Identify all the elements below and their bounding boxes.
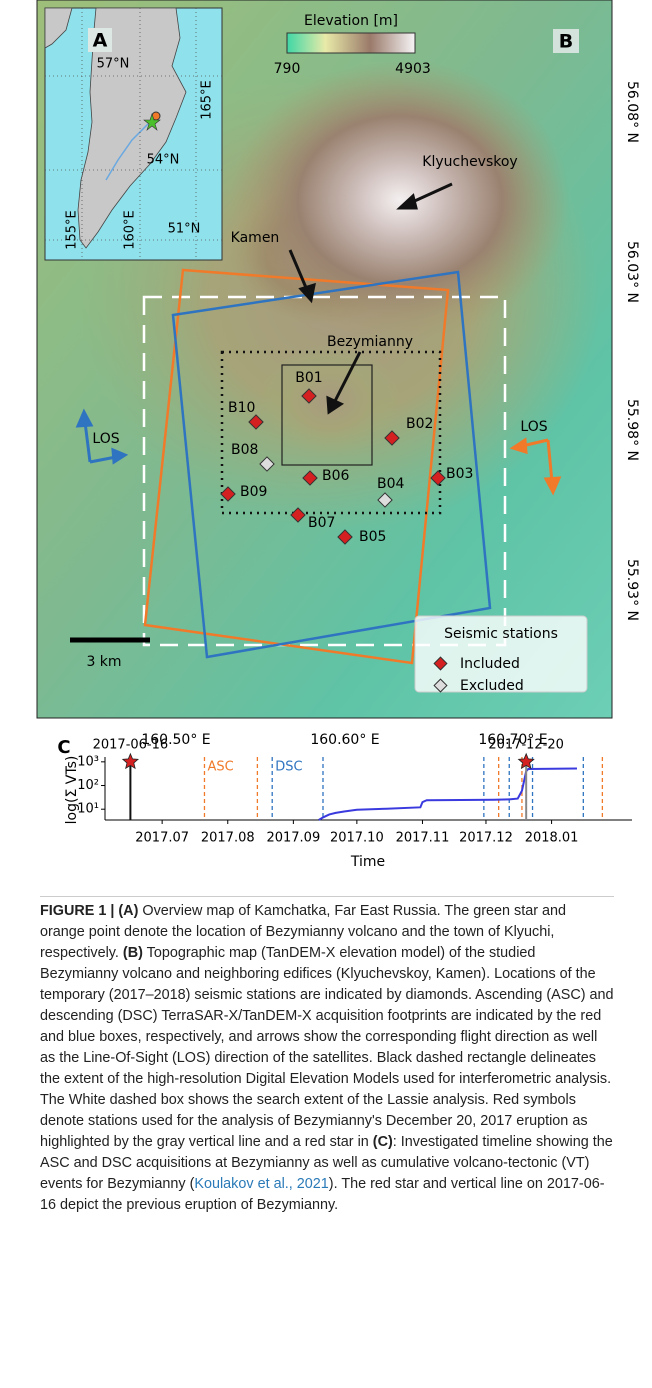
inset-lat-label: 51°N: [168, 222, 201, 237]
caption-link[interactable]: Koulakov et al., 2021: [194, 1176, 328, 1192]
caption-plain: Topographic map (TanDEM-X elevation mode…: [40, 945, 614, 1150]
x-axis-label: Time: [350, 854, 385, 870]
colorbar-max: 4903: [395, 61, 431, 77]
station-label: B09: [240, 484, 267, 500]
lat-tick-label: 55.98° N: [624, 399, 640, 461]
lon-tick-label: 160.60° E: [310, 732, 379, 748]
y-tick-label: 10²: [77, 778, 99, 793]
acquisition-label: ASC: [207, 760, 233, 775]
lat-tick-label: 56.03° N: [624, 241, 640, 303]
cumulative-vt-line: [319, 769, 577, 820]
y-tick-label: 10³: [77, 754, 99, 769]
station-label: B03: [446, 466, 473, 482]
x-tick-label: 2017.09: [266, 831, 320, 846]
caption-bold: (C): [373, 1134, 393, 1150]
legend-label: Included: [460, 656, 520, 672]
station-label: B06: [322, 468, 350, 484]
legend-title: Seismic stations: [444, 626, 558, 642]
eruption-label: 2017-12-20: [488, 738, 564, 753]
station-label: B01: [295, 370, 322, 386]
station-label: B05: [359, 529, 386, 545]
x-tick-label: 2017.12: [459, 831, 513, 846]
station-label: B07: [308, 515, 335, 531]
x-tick-label: 2017.08: [201, 831, 255, 846]
timeline-chart: 10¹ 10² 10³ 2017.07 2017.08 2017.09 2017.10 201…: [77, 738, 632, 846]
figure: Klyuchevskoy Kamen Bezymianny LOS LOS B0…: [0, 0, 652, 880]
acquisition-label: DSC: [275, 760, 302, 775]
eruption-label: 2017-06-16: [93, 738, 169, 753]
inset-lon-label: 165°E: [200, 80, 215, 120]
caption-bold: (B): [123, 945, 143, 961]
x-tick-label: 2017.10: [330, 831, 384, 846]
colorbar-title: Elevation [m]: [304, 13, 398, 29]
figure-caption: FIGURE 1 | (A) Overview map of Kamchatka…: [40, 896, 614, 1216]
panel-label: A: [93, 30, 108, 52]
volcano-label: Bezymianny: [327, 334, 413, 350]
x-tick-label: 2017.11: [396, 831, 450, 846]
station-label: B02: [406, 416, 433, 432]
los-label: LOS: [92, 431, 119, 447]
lat-tick-label: 56.08° N: [624, 81, 640, 143]
inset-lat-label: 54°N: [147, 153, 180, 168]
inset-lon-label: 160°E: [123, 210, 138, 250]
x-tick-label: 2018.01: [525, 831, 579, 846]
panel-label: C: [57, 737, 70, 758]
station-label: B08: [231, 442, 258, 458]
colorbar: [287, 33, 415, 53]
map-panel: Klyuchevskoy Kamen Bezymianny LOS LOS B0…: [37, 0, 612, 718]
inset-lat-label: 57°N: [97, 57, 130, 72]
colorbar-min: 790: [274, 61, 301, 77]
los-label: LOS: [520, 419, 547, 435]
caption-bold: FIGURE 1 | (A): [40, 903, 138, 919]
volcano-label: Klyuchevskoy: [422, 154, 517, 170]
panel-label: B: [559, 31, 573, 53]
legend-label: Excluded: [460, 678, 524, 694]
x-tick-label: 2017.07: [135, 831, 189, 846]
station-label: B10: [228, 400, 255, 416]
lat-tick-label: 55.93° N: [624, 559, 640, 621]
inset-map: A 57°N 165°E 54°N 155°E 160°E 51°N: [45, 8, 222, 260]
station-label: B04: [377, 476, 405, 492]
y-tick-label: 10¹: [77, 802, 99, 817]
page: {"map": { "label_a": "A", "label_b": "B"…: [0, 0, 652, 1388]
volcano-label: Kamen: [231, 230, 280, 246]
scale-label: 3 km: [86, 654, 121, 670]
inset-lon-label: 155°E: [65, 210, 80, 250]
